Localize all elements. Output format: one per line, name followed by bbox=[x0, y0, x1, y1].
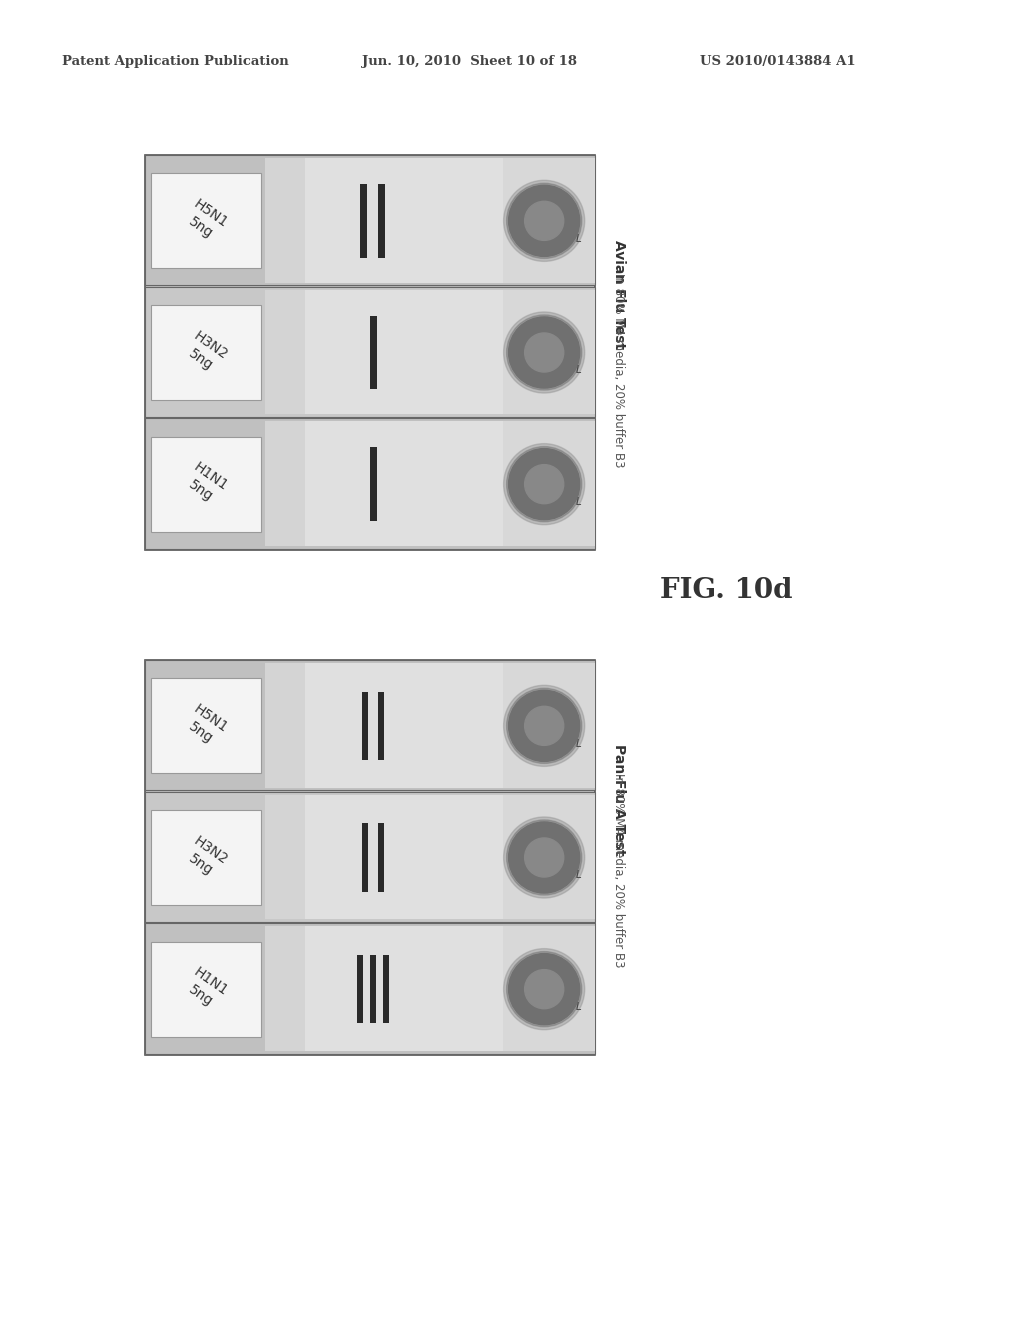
Bar bbox=[145, 923, 595, 1053]
Text: L: L bbox=[575, 496, 582, 507]
Text: Avian Flu Test: Avian Flu Test bbox=[612, 240, 626, 350]
Circle shape bbox=[507, 688, 582, 763]
Bar bbox=[357, 954, 362, 1023]
Circle shape bbox=[524, 970, 564, 1008]
Circle shape bbox=[507, 446, 582, 521]
Circle shape bbox=[524, 838, 564, 876]
Circle shape bbox=[504, 312, 585, 393]
Bar bbox=[383, 954, 389, 1023]
Bar bbox=[265, 158, 304, 282]
Bar bbox=[360, 183, 368, 257]
Bar bbox=[304, 158, 503, 282]
Circle shape bbox=[524, 465, 564, 504]
Circle shape bbox=[509, 953, 580, 1024]
Text: Pan-Flu A Test: Pan-Flu A Test bbox=[612, 744, 626, 855]
Bar bbox=[361, 692, 368, 760]
Circle shape bbox=[509, 690, 580, 762]
Bar bbox=[304, 289, 503, 414]
Bar bbox=[151, 941, 261, 1036]
Text: H3N2
5ng: H3N2 5ng bbox=[181, 329, 230, 376]
Text: L: L bbox=[575, 1002, 582, 1012]
Bar bbox=[361, 824, 368, 892]
Circle shape bbox=[524, 706, 564, 746]
Bar bbox=[151, 305, 261, 400]
Text: H5N1
5ng: H5N1 5ng bbox=[181, 197, 230, 244]
Bar bbox=[145, 660, 595, 1055]
Bar bbox=[503, 421, 595, 546]
Bar bbox=[371, 447, 378, 521]
Circle shape bbox=[509, 185, 580, 256]
Circle shape bbox=[509, 822, 580, 894]
Circle shape bbox=[507, 952, 582, 1027]
Text: In 80% M4 media, 20% buffer B3: In 80% M4 media, 20% buffer B3 bbox=[612, 772, 625, 968]
Bar bbox=[145, 418, 595, 549]
Bar bbox=[265, 421, 304, 546]
Text: H1N1
5ng: H1N1 5ng bbox=[181, 965, 230, 1012]
Circle shape bbox=[507, 183, 582, 259]
Circle shape bbox=[504, 685, 585, 767]
Bar bbox=[503, 158, 595, 282]
Text: L: L bbox=[575, 739, 582, 748]
Circle shape bbox=[504, 181, 585, 261]
Text: US 2010/0143884 A1: US 2010/0143884 A1 bbox=[700, 55, 856, 69]
Bar bbox=[370, 954, 376, 1023]
Circle shape bbox=[507, 315, 582, 389]
Circle shape bbox=[509, 449, 580, 520]
Circle shape bbox=[504, 444, 585, 525]
Circle shape bbox=[504, 949, 585, 1030]
Text: L: L bbox=[575, 234, 582, 244]
Bar bbox=[265, 663, 304, 788]
Bar bbox=[503, 795, 595, 919]
Circle shape bbox=[504, 817, 585, 898]
Text: H1N1
5ng: H1N1 5ng bbox=[181, 461, 230, 508]
Circle shape bbox=[524, 201, 564, 240]
Bar bbox=[503, 927, 595, 1051]
Circle shape bbox=[524, 333, 564, 372]
Text: Patent Application Publication: Patent Application Publication bbox=[62, 55, 289, 69]
Bar bbox=[145, 792, 595, 921]
Bar bbox=[503, 289, 595, 414]
Circle shape bbox=[509, 317, 580, 388]
Bar bbox=[304, 421, 503, 546]
Bar bbox=[304, 663, 503, 788]
Text: In 80% M4 media, 20% buffer B3: In 80% M4 media, 20% buffer B3 bbox=[612, 273, 625, 467]
Bar bbox=[265, 795, 304, 919]
Bar bbox=[151, 678, 261, 774]
Bar bbox=[145, 286, 595, 417]
Text: H3N2
5ng: H3N2 5ng bbox=[181, 834, 230, 882]
Bar bbox=[378, 824, 384, 892]
Bar bbox=[503, 663, 595, 788]
Bar bbox=[371, 315, 378, 389]
Bar bbox=[265, 289, 304, 414]
Text: FIG. 10d: FIG. 10d bbox=[660, 577, 793, 603]
Bar bbox=[379, 183, 385, 257]
Bar bbox=[151, 437, 261, 532]
Bar bbox=[378, 692, 384, 760]
Bar bbox=[304, 795, 503, 919]
Text: L: L bbox=[575, 870, 582, 880]
Bar bbox=[304, 927, 503, 1051]
Bar bbox=[151, 173, 261, 268]
Bar bbox=[265, 927, 304, 1051]
Circle shape bbox=[507, 820, 582, 895]
Text: Jun. 10, 2010  Sheet 10 of 18: Jun. 10, 2010 Sheet 10 of 18 bbox=[362, 55, 577, 69]
Text: H5N1
5ng: H5N1 5ng bbox=[181, 702, 230, 750]
Bar bbox=[151, 810, 261, 906]
Text: L: L bbox=[575, 366, 582, 375]
Bar bbox=[145, 154, 595, 285]
Bar bbox=[145, 660, 595, 791]
Bar bbox=[145, 154, 595, 550]
